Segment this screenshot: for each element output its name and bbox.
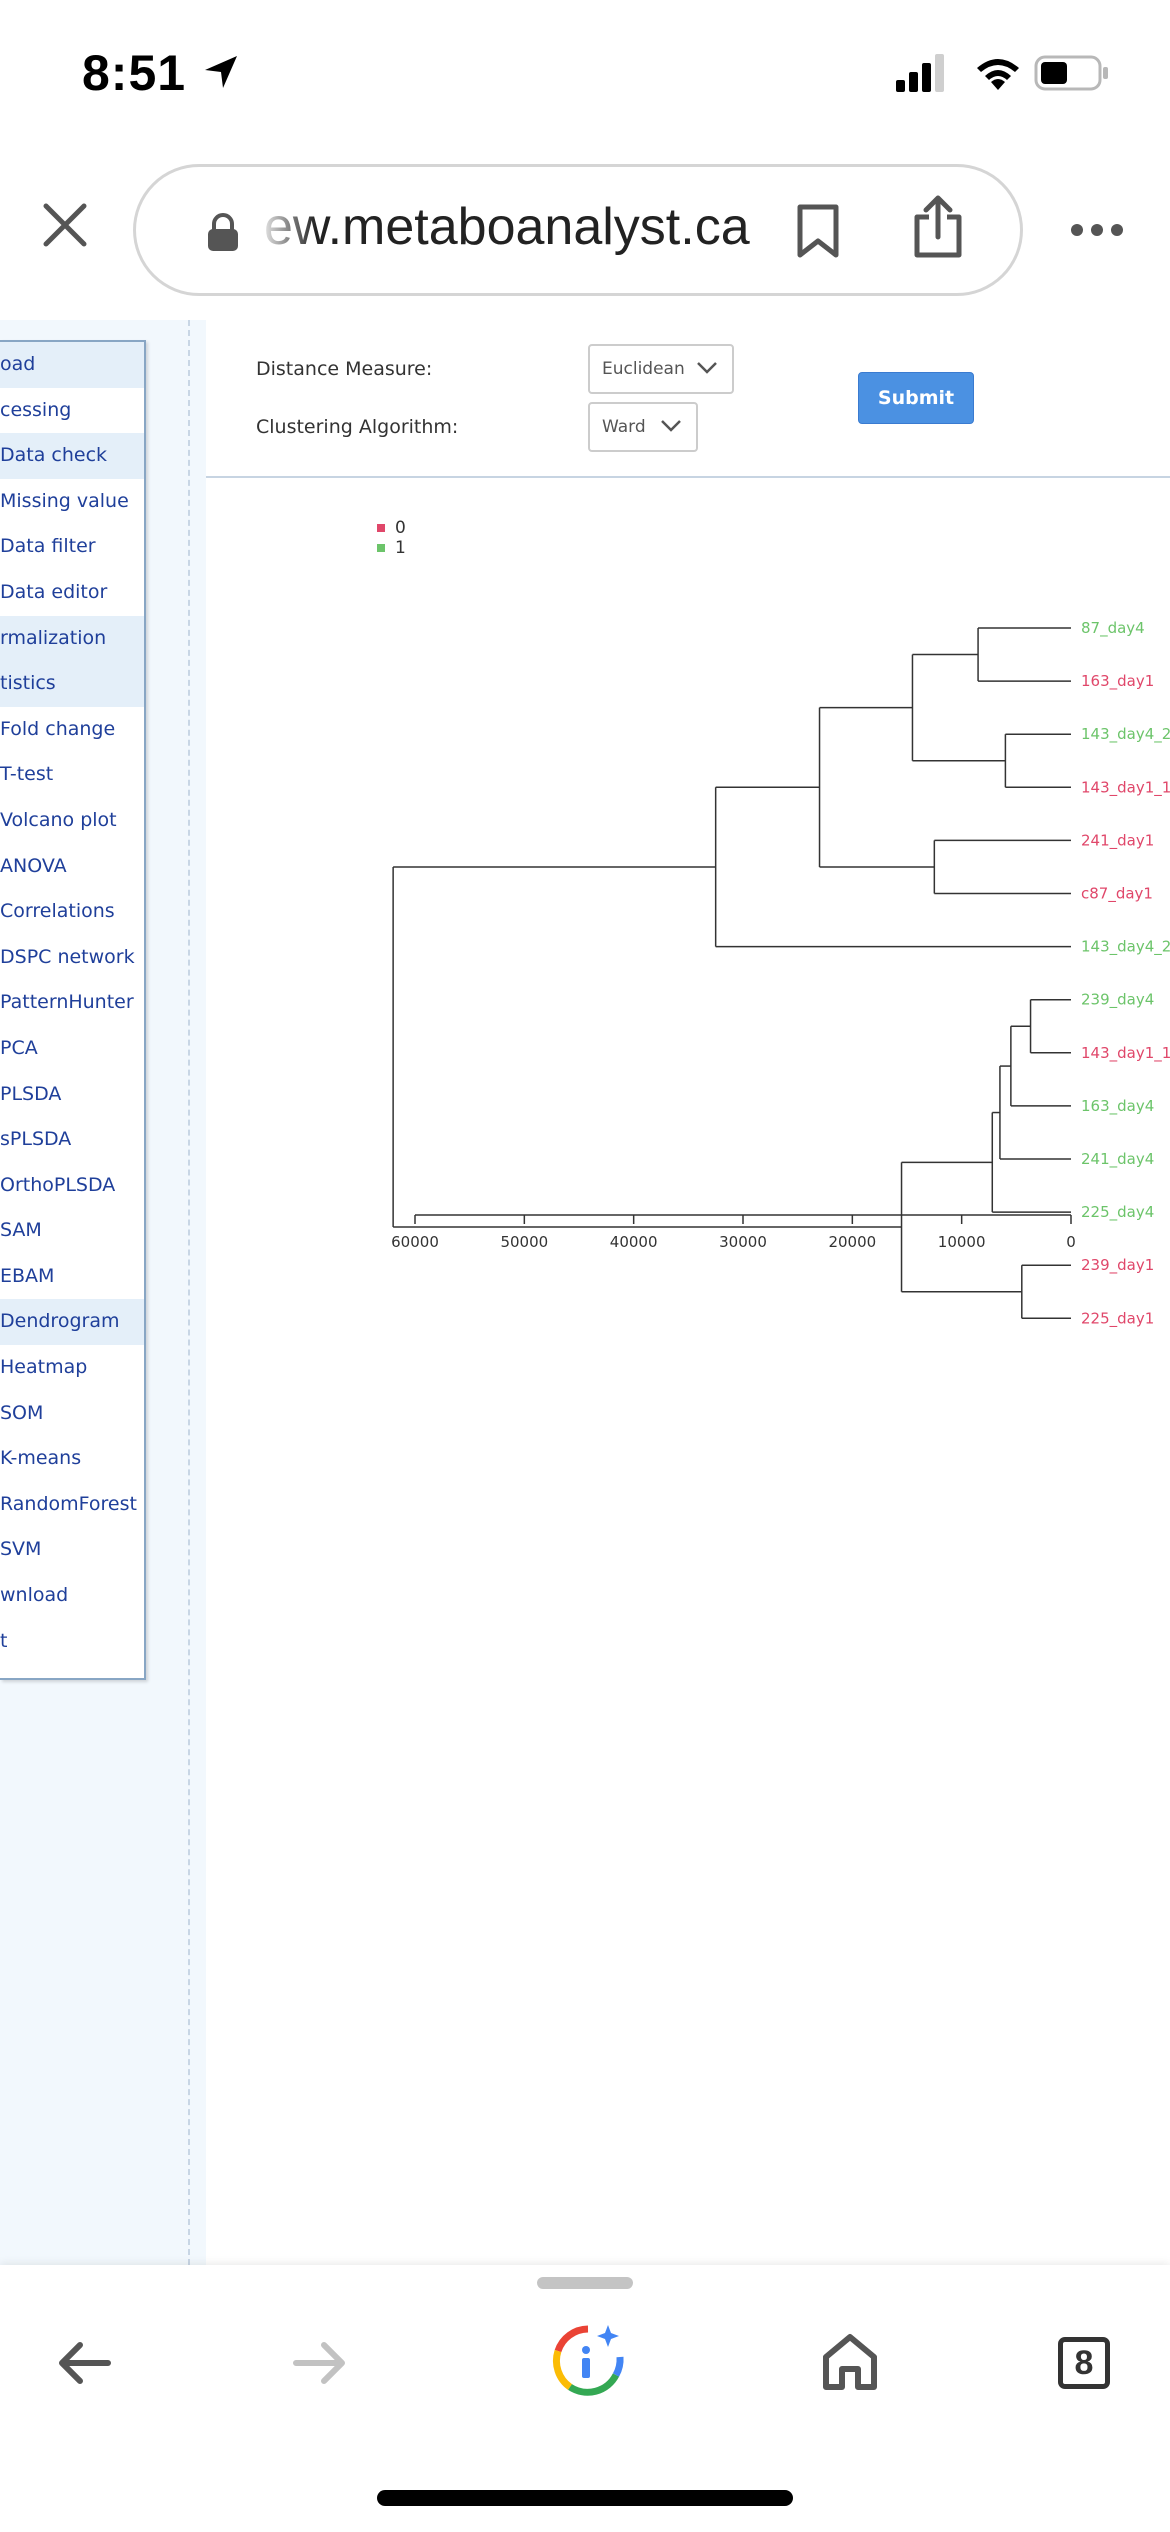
x-tick-label: 50000 (500, 1233, 548, 1251)
sidebar-item[interactable]: PLSDA (0, 1082, 62, 1105)
chevron-down-icon (697, 362, 717, 374)
x-tick-label: 30000 (719, 1233, 767, 1251)
sidebar-item[interactable]: sPLSDA (0, 1128, 72, 1151)
x-tick-label: 60000 (391, 1233, 439, 1251)
leaf-label: 143_day4_2of (1081, 938, 1170, 957)
x-tick-label: 10000 (938, 1233, 986, 1251)
home-icon[interactable] (822, 2333, 878, 2391)
sidebar-item[interactable]: T-test (0, 763, 54, 786)
home-indicator[interactable] (377, 2490, 793, 2506)
status-time: 8:51 (82, 44, 241, 102)
close-tab-button[interactable] (40, 200, 90, 250)
sidebar-item[interactable]: t (0, 1629, 8, 1652)
content-divider (188, 320, 190, 2265)
sidebar-item[interactable]: cessing (0, 398, 72, 421)
status-time-text: 8:51 (82, 45, 187, 101)
sidebar-item[interactable]: SOM (0, 1401, 44, 1424)
sidebar-item[interactable]: SVM (0, 1538, 42, 1561)
legend-label: 1 (395, 538, 406, 558)
sidebar-item[interactable]: K-means (0, 1447, 82, 1470)
location-arrow-icon (204, 56, 237, 88)
leaf-label: 239_day4 (1081, 991, 1154, 1010)
x-tick-label: 20000 (828, 1233, 876, 1251)
close-icon (43, 203, 87, 247)
google-lens-assistant-icon[interactable] (550, 2323, 626, 2399)
dendrogram-chart: 0187_day4163_day1143_day4_2of143_day1_1o… (377, 518, 1170, 1328)
leaf-label: 87_day4 (1081, 619, 1145, 638)
leaf-label: 241_day4 (1081, 1150, 1154, 1169)
sidebar-item[interactable]: SAM (0, 1219, 42, 1242)
browser-toolbar: 8 (0, 2265, 1170, 2532)
clustering-algorithm-label: Clustering Algorithm: (256, 416, 459, 438)
share-icon[interactable] (911, 195, 965, 259)
sheet-grabber[interactable] (537, 2277, 633, 2289)
legend-swatch (377, 524, 385, 532)
sidebar-item[interactable]: wnload (0, 1584, 69, 1607)
chevron-down-icon (661, 420, 681, 432)
submit-button[interactable]: Submit (858, 372, 974, 424)
sidebar-item[interactable]: PatternHunter (0, 991, 134, 1014)
distance-measure-label: Distance Measure: (256, 358, 433, 380)
wifi-icon (977, 59, 1019, 90)
web-page: oad cessing Data check Missing value Data fi… (0, 320, 1170, 2265)
sidebar-item[interactable]: tistics (0, 661, 144, 707)
legend-label: 0 (395, 518, 406, 538)
form-divider (206, 476, 1170, 478)
leaf-label: 239_day1 (1081, 1256, 1154, 1275)
sidebar-item[interactable]: PCA (0, 1036, 38, 1059)
clustering-algorithm-value: Ward (602, 417, 646, 437)
battery-icon (1034, 55, 1108, 91)
sidebar-item[interactable]: RandomForest (0, 1492, 137, 1515)
sidebar-item[interactable]: Volcano plot (0, 808, 117, 831)
sidebar-item[interactable]: Missing value (0, 489, 129, 512)
cellular-signal-icon (896, 54, 944, 92)
sidebar-item[interactable]: Data filter (0, 535, 96, 558)
leaf-label: 143_day1_1of (1081, 778, 1170, 797)
analysis-navigation-menu: oad cessing Data check Missing value Data fi… (0, 340, 146, 1680)
sidebar-item[interactable]: OrthoPLSDA (0, 1173, 116, 1196)
leaf-label: 163_day4 (1081, 1097, 1154, 1116)
legend-swatch (377, 544, 385, 552)
x-tick-label: 0 (1066, 1233, 1076, 1251)
distance-measure-select[interactable]: Euclidean (588, 344, 734, 394)
forward-arrow-icon[interactable] (292, 2341, 348, 2385)
main-content: Distance Measure: Euclidean Clustering A… (206, 320, 1170, 2265)
address-bar[interactable]: ew.metaboanalyst.ca (133, 164, 1023, 296)
sidebar-item[interactable]: Data editor (0, 580, 108, 603)
sidebar-item[interactable]: oad (0, 342, 144, 388)
sidebar-item[interactable]: Data check (0, 433, 144, 479)
url-text: ew.metaboanalyst.ca (264, 198, 750, 256)
sidebar-item[interactable]: Heatmap (0, 1356, 88, 1379)
more-options-icon[interactable] (1070, 222, 1124, 238)
leaf-label: 225_day1 (1081, 1309, 1154, 1328)
distance-measure-value: Euclidean (602, 359, 685, 379)
leaf-label: 163_day1 (1081, 672, 1154, 691)
leaf-label: 143_day4_2of (1081, 725, 1170, 744)
clustering-algorithm-select[interactable]: Ward (588, 402, 698, 452)
leaf-label: 241_day1 (1081, 831, 1154, 850)
back-arrow-icon[interactable] (56, 2341, 112, 2385)
leaf-label: 225_day4 (1081, 1203, 1154, 1222)
sidebar-item[interactable]: DSPC network (0, 945, 135, 968)
lock-icon (208, 213, 238, 251)
x-tick-label: 40000 (610, 1233, 658, 1251)
sidebar-item[interactable]: rmalization (0, 615, 144, 662)
tab-switcher-button[interactable]: 8 (1058, 2337, 1110, 2389)
sidebar-item[interactable]: Dendrogram (0, 1299, 144, 1346)
sidebar-item[interactable]: EBAM (0, 1264, 55, 1287)
sidebar-item[interactable]: Fold change (0, 717, 116, 740)
url-fade (256, 187, 316, 277)
sidebar-item[interactable]: ANOVA (0, 854, 67, 877)
leaf-label: 143_day1_1of (1081, 1044, 1170, 1063)
bookmark-icon[interactable] (796, 203, 840, 259)
leaf-label: c87_day1 (1081, 885, 1153, 904)
sidebar-item[interactable]: Correlations (0, 900, 115, 923)
